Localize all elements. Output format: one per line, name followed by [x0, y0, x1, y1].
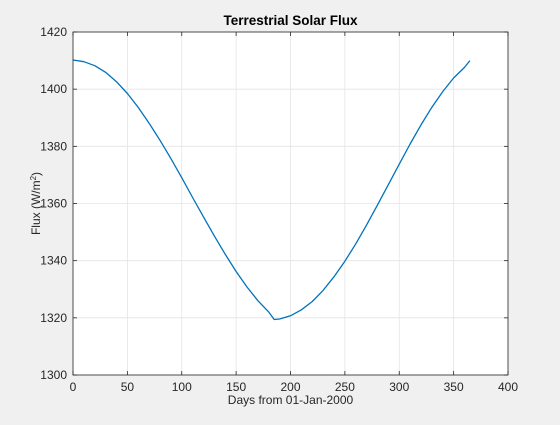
y-axis-label-sup: 2	[29, 175, 38, 180]
y-axis-label-suffix: )	[29, 172, 43, 176]
y-tick-label: 1380	[40, 139, 67, 153]
y-axis-label-prefix: Flux (W/m	[29, 180, 43, 235]
y-axis-label: Flux (W/m2)	[29, 172, 44, 235]
x-tick-label: 0	[70, 380, 77, 394]
flux-series-line	[72, 59, 471, 321]
x-axis-label: Days from 01-Jan-2000	[228, 393, 354, 407]
chart-title: Terrestrial Solar Flux	[223, 13, 358, 28]
y-tick-label: 1420	[40, 25, 67, 39]
x-tick-label: 400	[498, 380, 518, 394]
x-tick-label: 300	[389, 380, 409, 394]
y-tick-label: 1340	[40, 254, 67, 268]
x-tick-label: 250	[335, 380, 355, 394]
y-tick-label: 1400	[40, 82, 67, 96]
ticks	[72, 31, 509, 376]
x-tick-label: 50	[121, 380, 135, 394]
x-tick-label: 100	[172, 380, 192, 394]
series-group	[72, 59, 471, 321]
y-tick-label: 1320	[40, 311, 67, 325]
x-tick-label: 350	[444, 380, 464, 394]
x-tick-label: 150	[226, 380, 246, 394]
y-tick-label: 1300	[40, 368, 67, 382]
tick-labels: 0 50 100 150 200 250 300 350 400 1300 1320 1340 1360…	[40, 25, 518, 394]
x-tick-label: 200	[280, 380, 300, 394]
y-tick-label: 1360	[40, 197, 67, 211]
